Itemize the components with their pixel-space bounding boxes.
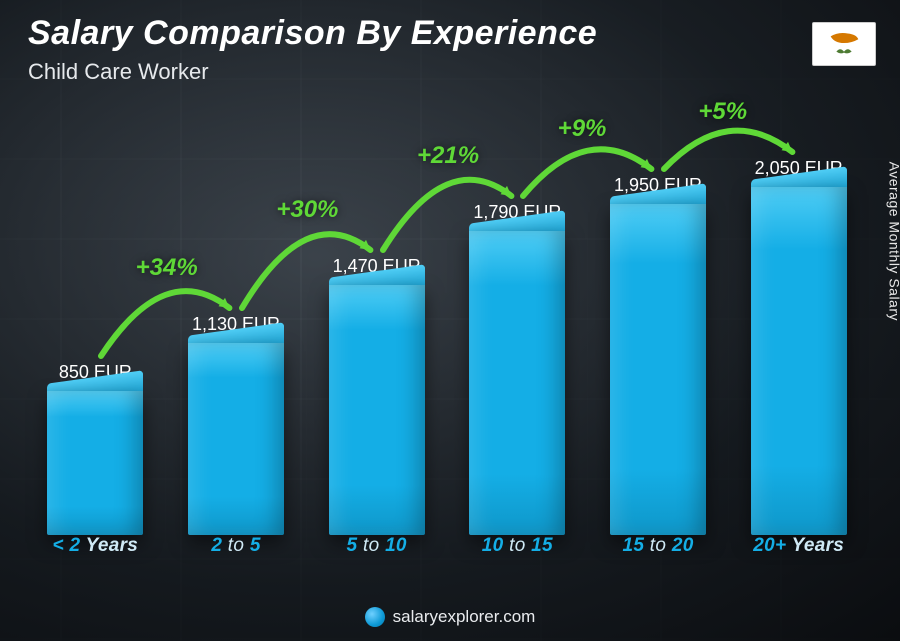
bar	[188, 343, 284, 535]
bar-front-face	[751, 187, 847, 535]
x-axis-label: 10 to 15	[456, 535, 579, 569]
bar-front-face	[610, 204, 706, 535]
title-block: Salary Comparison By Experience Child Ca…	[28, 14, 597, 85]
bar-front-face	[469, 231, 565, 535]
bar	[47, 391, 143, 535]
bar-slot: 1,950 EUR	[597, 175, 720, 535]
bar	[329, 285, 425, 535]
y-axis-label: Average Monthly Salary	[886, 161, 900, 320]
bar-front-face	[188, 343, 284, 535]
bar-front-face	[47, 391, 143, 535]
footer: salaryexplorer.com	[0, 607, 900, 627]
bar	[610, 204, 706, 535]
country-flag-cyprus	[812, 22, 876, 66]
bar-slot: 850 EUR	[34, 362, 157, 535]
bar	[751, 187, 847, 535]
chart-area: 850 EUR 1,130 EUR 1,470 EUR 1,790 EUR 1,…	[34, 110, 860, 569]
bar	[469, 231, 565, 535]
bar-slot: 1,790 EUR	[456, 202, 579, 535]
bar-slot: 1,130 EUR	[175, 314, 298, 535]
footer-site: salaryexplorer.com	[393, 607, 536, 627]
x-axis-label: < 2 Years	[34, 535, 157, 569]
logo-icon	[365, 607, 385, 627]
bar-slot: 2,050 EUR	[737, 158, 860, 535]
x-axis-label: 5 to 10	[315, 535, 438, 569]
page-title: Salary Comparison By Experience	[28, 14, 597, 53]
x-axis-label: 2 to 5	[175, 535, 298, 569]
bars-container: 850 EUR 1,130 EUR 1,470 EUR 1,790 EUR 1,…	[34, 110, 860, 535]
x-axis-label: 20+ Years	[737, 535, 860, 569]
x-axis: < 2 Years 2 to 5 5 to 10 10 to 15 15 to 20 20…	[34, 535, 860, 569]
x-axis-label: 15 to 20	[597, 535, 720, 569]
page-subtitle: Child Care Worker	[28, 59, 597, 85]
bar-slot: 1,470 EUR	[315, 256, 438, 535]
bar-front-face	[329, 285, 425, 535]
